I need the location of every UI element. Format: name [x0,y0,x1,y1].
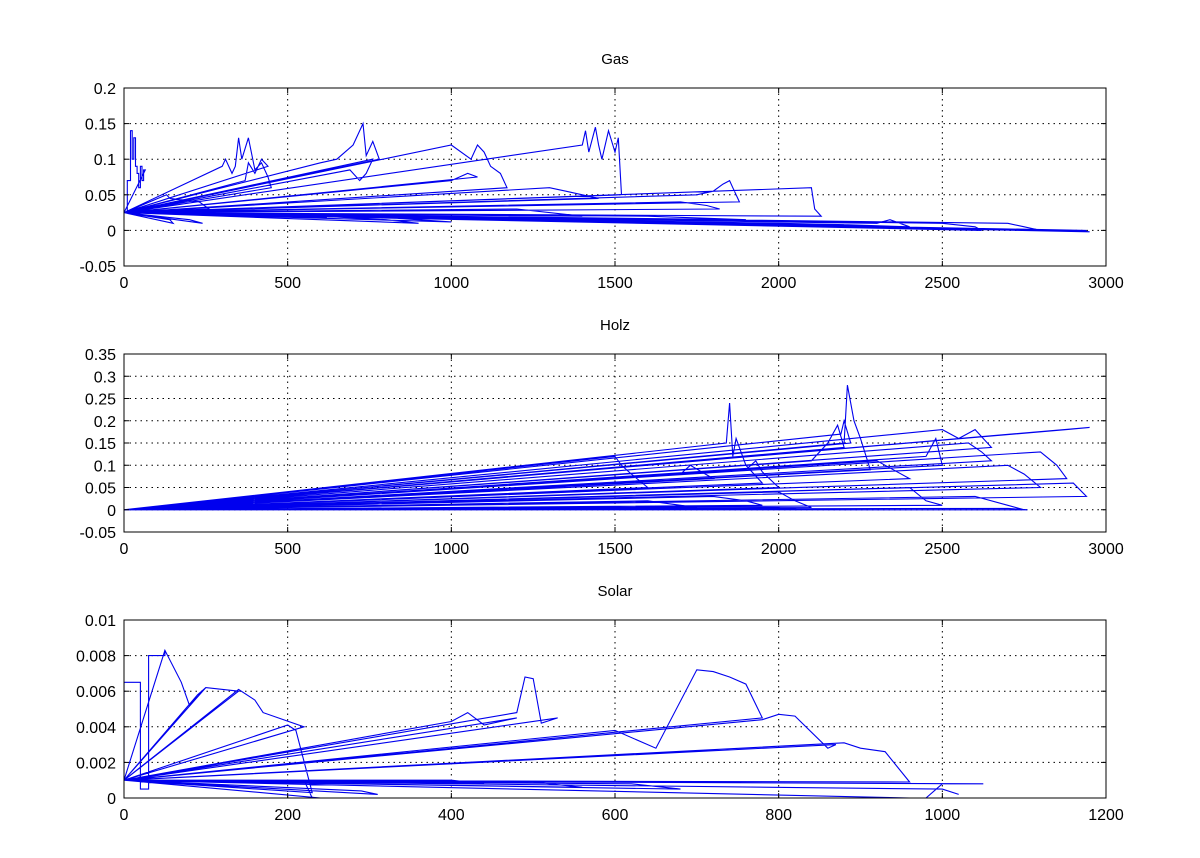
x-tick-label: 1500 [597,275,633,292]
series-line-holz [124,385,1090,511]
y-tick-label: 0.008 [76,649,116,666]
y-tick-label: 0.15 [85,436,116,453]
x-tick-label: 400 [438,807,465,824]
y-tick-label: 0.004 [76,720,116,737]
x-tick-label: 1000 [434,541,470,558]
y-tick-label: 0.05 [85,481,116,498]
x-tick-label: 1500 [597,541,633,558]
y-tick-label: 0.2 [94,414,116,431]
series-line-gas [124,121,1090,233]
y-tick-label: 0.002 [76,755,116,772]
x-tick-label: 2000 [761,275,797,292]
panel-solar: Solar 0 200 400 600 800 1000 1200 0 0.002 0.004 0.0… [76,583,1124,824]
x-tick-label: 200 [274,807,301,824]
x-tick-label: 0 [120,541,129,558]
x-tick-label: 1200 [1088,807,1124,824]
x-tick-label: 2500 [925,541,961,558]
x-tick-label: 0 [120,275,129,292]
y-tick-label: 0.25 [85,392,116,409]
y-tick-label: 0.01 [85,613,116,630]
y-tick-label: 0.15 [85,117,116,134]
y-tick-label: 0.05 [85,188,116,205]
y-tick-label: 0.3 [94,369,116,386]
y-tick-label: 0 [107,791,116,808]
y-tick-label: 0 [107,223,116,240]
y-tick-label: 0.2 [94,81,116,98]
x-tick-label: 800 [765,807,792,824]
chart-title: Holz [600,317,630,334]
y-tick-label: -0.05 [80,259,117,276]
x-tick-label: 0 [120,807,129,824]
series-line-solar [124,648,984,798]
x-tick-label: 2500 [925,275,961,292]
x-tick-label: 1000 [925,807,961,824]
y-tick-label: 0.1 [94,458,116,475]
x-tick-label: 1000 [434,275,470,292]
x-tick-label: 500 [274,541,301,558]
chart-title: Gas [601,51,629,68]
x-tick-label: 3000 [1088,541,1124,558]
x-tick-label: 3000 [1088,275,1124,292]
chart-title: Solar [597,583,632,600]
y-tick-label: 0.35 [85,347,116,364]
y-tick-label: -0.05 [80,525,117,542]
x-tick-label: 600 [602,807,629,824]
x-tick-label: 2000 [761,541,797,558]
y-tick-label: 0.006 [76,684,116,701]
y-tick-label: 0.1 [94,152,116,169]
x-tick-label: 500 [274,275,301,292]
y-tick-label: 0 [107,503,116,520]
